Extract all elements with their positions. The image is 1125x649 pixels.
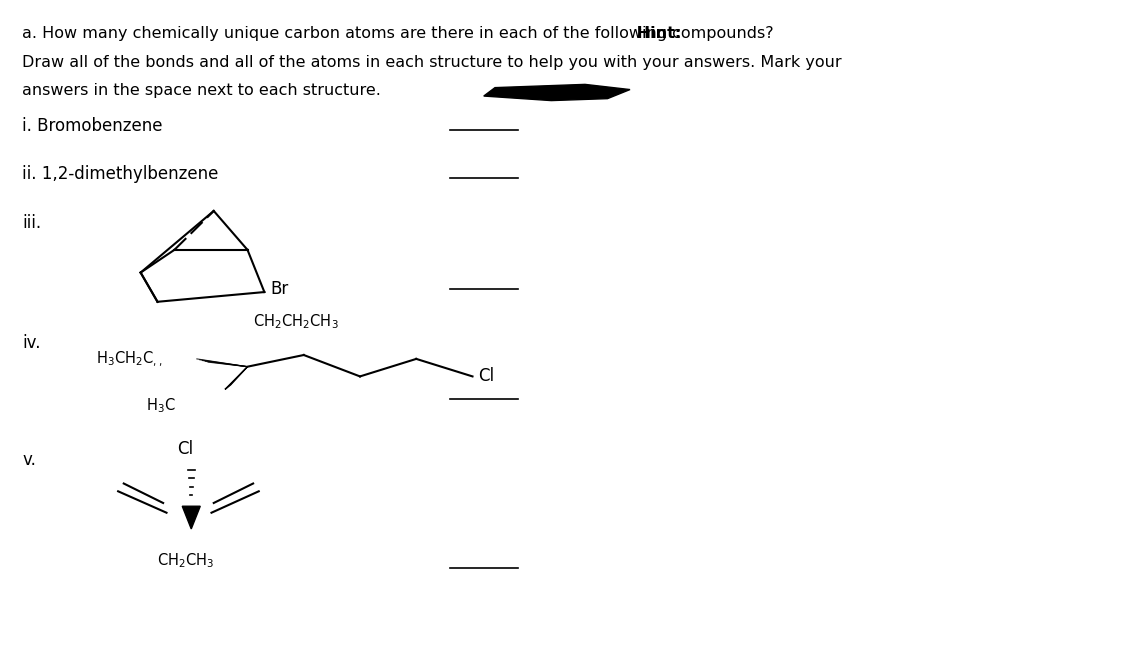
Text: v.: v.: [22, 451, 36, 469]
Text: ii. 1,2-dimethylbenzene: ii. 1,2-dimethylbenzene: [22, 165, 219, 184]
Text: Hint:: Hint:: [631, 26, 682, 41]
Text: iii.: iii.: [22, 214, 42, 232]
Text: $\mathregular{CH_2CH_2CH_3}$: $\mathregular{CH_2CH_2CH_3}$: [253, 312, 339, 331]
Text: iv.: iv.: [22, 334, 40, 352]
Text: Draw all of the bonds and all of the atoms in each structure to help you with yo: Draw all of the bonds and all of the ato…: [22, 55, 843, 70]
Text: Br: Br: [270, 280, 288, 298]
Text: i. Bromobenzene: i. Bromobenzene: [22, 117, 163, 135]
Polygon shape: [484, 84, 630, 101]
Polygon shape: [225, 367, 248, 389]
Text: Cl: Cl: [478, 367, 494, 386]
Text: $\mathregular{H_3C}$: $\mathregular{H_3C}$: [146, 396, 176, 415]
Polygon shape: [182, 506, 200, 529]
Text: answers in the space next to each structure.: answers in the space next to each struct…: [22, 83, 381, 98]
Text: Cl: Cl: [178, 439, 193, 458]
Text: $\mathregular{H_3CH_2C}_{,,}$: $\mathregular{H_3CH_2C}_{,,}$: [96, 349, 162, 369]
Text: $\mathregular{CH_2CH_3}$: $\mathregular{CH_2CH_3}$: [158, 552, 214, 570]
Text: a. How many chemically unique carbon atoms are there in each of the following co: a. How many chemically unique carbon ato…: [22, 26, 774, 41]
